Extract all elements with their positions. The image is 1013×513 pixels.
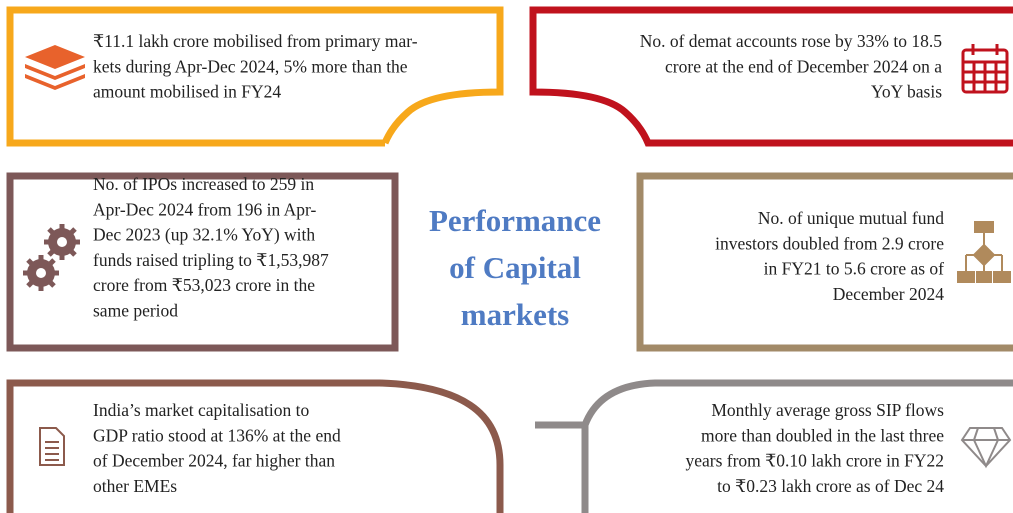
layers-icon (25, 45, 85, 90)
box-text-line: No. of unique mutual fund (758, 208, 944, 228)
title-line: Performance (429, 203, 601, 238)
frame-tan (636, 172, 1013, 352)
box-text-line: Monthly average gross SIP flows (711, 400, 944, 420)
box-text-line: more than doubled in the last three (701, 425, 944, 445)
box-text-line: No. of demat accounts rose by 33% to 18.… (640, 31, 943, 51)
box-text-line: GDP ratio stood at 136% at the end (93, 425, 341, 445)
frame-orange (6, 6, 504, 147)
box-text-line: in FY21 to 5.6 crore as of (764, 259, 944, 279)
box-text-line: same period (93, 301, 178, 321)
box-text-line: No. of IPOs increased to 259 in (93, 174, 314, 194)
title-line: markets (461, 297, 569, 332)
frame-brown (6, 172, 399, 352)
frame-gray (535, 379, 1013, 513)
box-text-line: of December 2024, far higher than (93, 451, 335, 471)
flowchart-icon (957, 221, 1011, 283)
box-text-line: Apr-Dec 2024 from 196 in Apr- (93, 199, 317, 219)
box-text-line: crore from ₹53,023 crore in the (93, 275, 315, 295)
frame-rust (6, 379, 504, 513)
box-text-line: to ₹0.23 lakh crore as of Dec 24 (717, 476, 944, 496)
calendar-icon (961, 44, 1009, 94)
box-text-line: other EMEs (93, 476, 177, 496)
box-text-line: kets during Apr-Dec 2024, 5% more than t… (93, 56, 408, 76)
box-text-line: investors doubled from 2.9 crore (715, 233, 944, 253)
box-text-line: YoY basis (871, 82, 942, 102)
diamond-icon (960, 427, 1012, 469)
box-text-line: Dec 2023 (up 32.1% YoY) with (93, 225, 315, 245)
title-line: of Capital (449, 250, 581, 285)
box-text-line: amount mobilised in FY24 (93, 82, 281, 102)
document-icon (39, 427, 65, 466)
box-text-line: crore at the end of December 2024 on a (665, 56, 942, 76)
box-text-line: December 2024 (833, 284, 945, 304)
frame-red (529, 6, 1013, 147)
box-text-line: years from ₹0.10 lakh crore in FY22 (685, 451, 944, 471)
box-text-line: funds raised tripling to ₹1,53,987 (93, 250, 329, 270)
gears-icon (23, 224, 80, 291)
box-text-line: India’s market capitalisation to (93, 400, 310, 420)
box-text-line: ₹11.1 lakh crore mobilised from primary … (93, 31, 418, 51)
